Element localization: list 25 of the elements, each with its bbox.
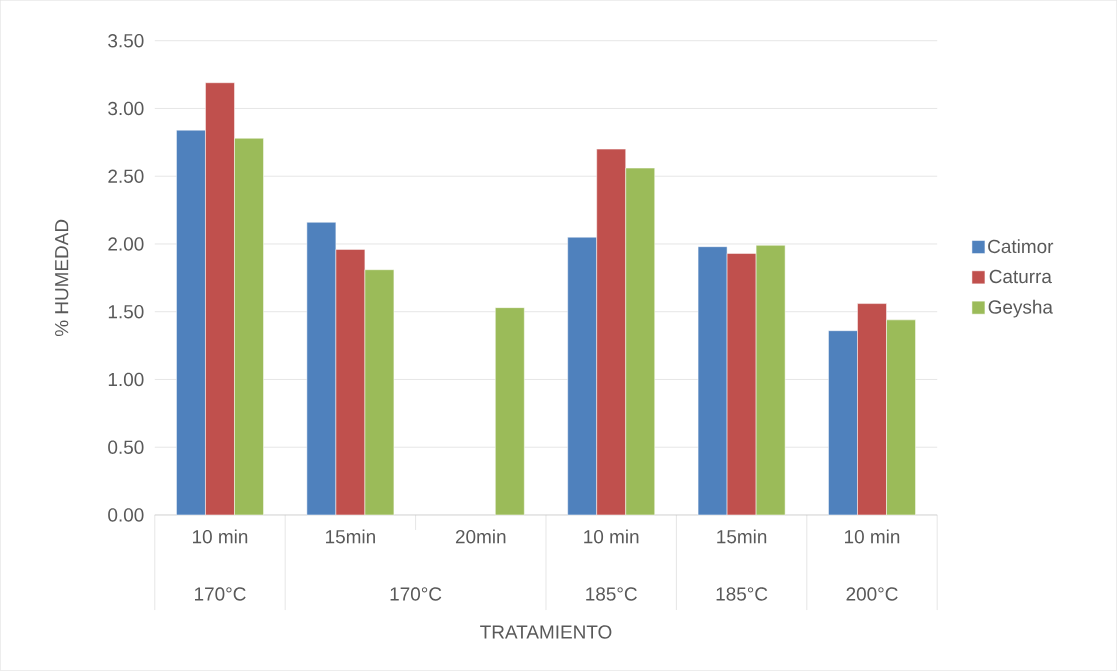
x-tick-label: 15min	[717, 529, 767, 544]
bar	[495, 307, 525, 516]
y-tick-label: 3.00	[108, 101, 144, 116]
x-tick-label: 10 min	[584, 529, 639, 544]
y-tick-label: 1.00	[108, 372, 144, 387]
text: 185°C	[586, 587, 637, 601]
text: 170°C	[195, 587, 246, 601]
x-tick-label: 15min	[326, 529, 375, 544]
x-tick-label: 10 min	[193, 529, 248, 544]
text: 185°C	[716, 587, 768, 601]
legend-label: Geysha	[988, 299, 1053, 318]
x-axis-title: TRATAMIENTO	[480, 625, 612, 639]
y-tick-label: 2.00	[108, 237, 144, 251]
x-tick-label: 10 min	[845, 529, 900, 544]
y-tick-label: 1.50	[108, 305, 144, 319]
y-tick-label: 2.50	[108, 169, 144, 184]
y-axis-title: % HUMEDAD	[55, 219, 69, 337]
y-tick-label: 0.00	[108, 508, 144, 522]
text: 170°C	[390, 587, 442, 601]
legend-label: Caturra	[989, 269, 1052, 284]
y-tick-label: 3.50	[108, 34, 144, 48]
x-tick-label: 20min	[455, 529, 506, 544]
legend-label: Catimor	[988, 239, 1054, 254]
y-tick-label: 0.50	[108, 440, 144, 455]
text: 200°C	[846, 587, 898, 601]
